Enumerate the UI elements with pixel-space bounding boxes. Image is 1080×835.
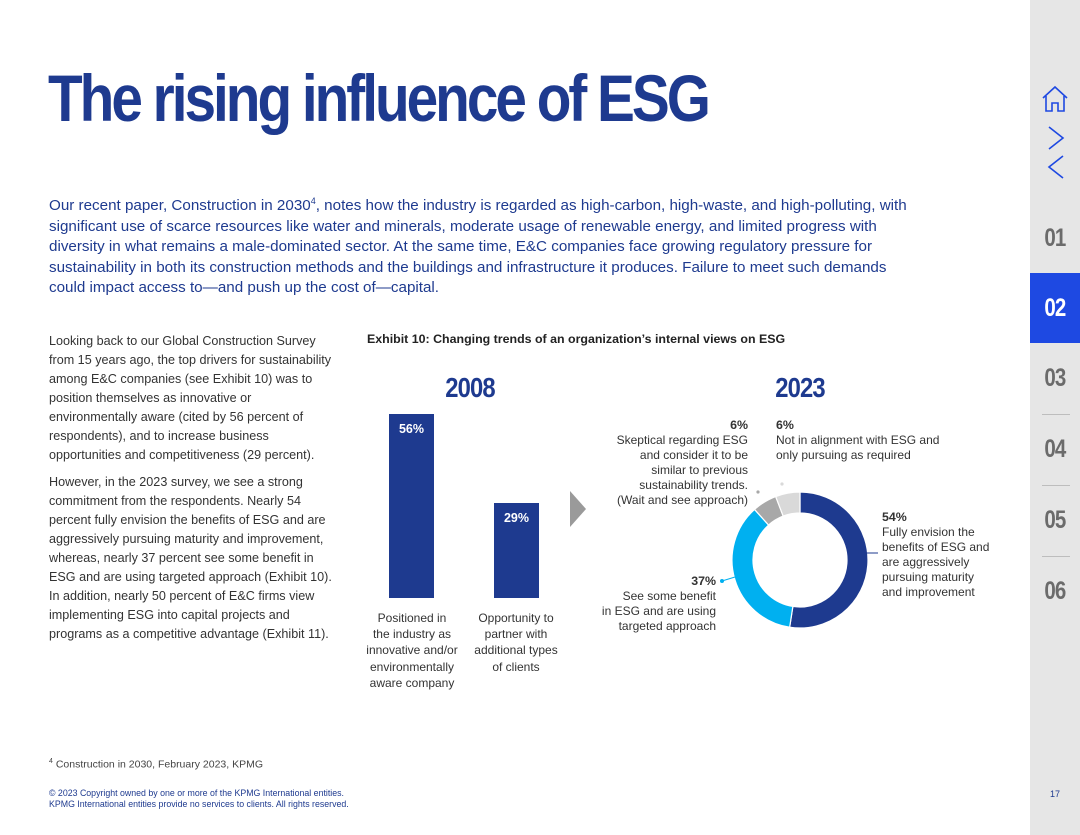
annotation-line: are aggressively (882, 555, 970, 569)
section-tab-03[interactable]: 03 (1030, 343, 1080, 413)
annotation-percent: 6% (730, 418, 748, 432)
intro-paragraph: Our recent paper, Construction in 20304,… (49, 191, 909, 299)
bar-value-label: 56% (398, 422, 425, 436)
category-label-line: partner with (484, 627, 548, 642)
category-label-line: additional types (474, 643, 558, 658)
annotation-54: 54% Fully envision the benefits of ESG a… (882, 510, 1002, 600)
annotation-percent: 54% (882, 510, 907, 524)
section-tab-label: 03 (1044, 363, 1066, 392)
section-tab-04[interactable]: 04 (1030, 414, 1080, 484)
donut-chart-2023 (731, 491, 869, 629)
category-label-line: Opportunity to (478, 611, 554, 625)
annotation-line: benefits of ESG and (882, 540, 990, 554)
annotation-line: targeted approach (618, 619, 716, 633)
body-paragraph-2: However, in the 2023 survey, we see a st… (49, 475, 332, 641)
section-tab-label: 01 (1044, 223, 1066, 252)
annotation-6-not-aligned: 6% Not in alignment with ESG and only pu… (776, 418, 966, 463)
footnote-text: Construction in 2030, February 2023, KPM… (55, 758, 264, 771)
category-label-line: innovative and/or (366, 643, 458, 658)
section-sidebar (1030, 0, 1080, 835)
exhibit-title: Exhibit 10: Changing trends of an organi… (367, 332, 786, 346)
slice-fully-envision (788, 491, 869, 629)
section-tab-label: 06 (1044, 576, 1066, 605)
annotation-line: sustainability trends. (639, 478, 748, 492)
chevron-right-icon[interactable] (1039, 124, 1071, 154)
annotation-line: pursuing maturity (882, 570, 975, 584)
footnote-marker: 4 (49, 758, 53, 765)
section-tab-06[interactable]: 06 (1030, 556, 1080, 626)
annotation-line: in ESG and are using (601, 604, 716, 618)
body-paragraph-1: Looking back to our Global Construction … (49, 334, 332, 462)
bar-positioned-innovative: 56% (389, 414, 434, 598)
page: The rising influence of ESG Our recent p… (48, 61, 1002, 810)
chevron-left-icon[interactable] (1039, 153, 1071, 183)
body-column: Looking back to our Global Construction … (49, 332, 334, 652)
section-tab-label: 04 (1044, 434, 1066, 463)
arrow-right-icon (570, 491, 586, 527)
slice-not-aligned (774, 491, 801, 517)
bar-value-label: 29% (503, 510, 530, 525)
section-divider (1042, 485, 1070, 486)
year-2008-heading: 2008 (445, 372, 495, 403)
annotation-percent: 6% (776, 418, 794, 432)
category-label-line: the industry as (372, 627, 452, 642)
intro-text-a: Our recent paper, Construction in 2030 (49, 197, 311, 215)
section-tab-label: 02 (1044, 293, 1066, 322)
category-label-line: environmentally (369, 659, 455, 674)
category-label-line: of clients (492, 659, 540, 674)
page-number: 17 (1050, 789, 1061, 799)
section-divider (1042, 414, 1070, 415)
annotation-line: and improvement (882, 585, 975, 599)
category-label-1: Positioned in the industry as innovative… (356, 610, 468, 691)
annotation-line: See some benefit (622, 589, 716, 603)
section-tab-05[interactable]: 05 (1030, 485, 1080, 555)
home-icon[interactable] (1039, 84, 1071, 114)
bar-opportunity-partner: 29% (494, 502, 539, 598)
category-label-line: aware company (369, 675, 455, 690)
copyright-line-1: © 2023 Copyright owned by one or more of… (49, 788, 344, 798)
annotation-line: Fully envision the (882, 525, 975, 539)
category-label-2: Opportunity to partner with additional t… (466, 610, 566, 675)
annotation-percent: 37% (691, 574, 716, 588)
section-tab-01[interactable]: 01 (1030, 203, 1080, 273)
annotation-line: similar to previous (651, 463, 748, 477)
section-divider (1042, 556, 1070, 557)
intro-text-b: , notes how the industry is regarded as … (49, 197, 907, 297)
intro-footnote-ref[interactable]: 4 (310, 196, 316, 206)
copyright: © 2023 Copyright owned by one or more of… (49, 788, 349, 810)
section-tab-label: 05 (1044, 505, 1066, 534)
annotation-37: 37% See some benefit in ESG and are usin… (596, 574, 716, 634)
slice-some-benefit (731, 508, 794, 628)
category-label-line: Positioned in (377, 611, 447, 625)
section-tab-02[interactable]: 02 (1030, 273, 1080, 343)
annotation-line: (Wait and see approach) (617, 493, 748, 507)
annotation-line: Not in alignment with ESG and (776, 433, 940, 447)
copyright-line-2: KPMG International entities provide no s… (49, 799, 349, 809)
footnote: 4 Construction in 2030, February 2023, K… (49, 758, 263, 771)
annotation-line: only pursuing as required (776, 448, 911, 462)
year-2023-heading: 2023 (775, 372, 825, 403)
page-title: The rising influence of ESG (48, 61, 711, 135)
annotation-line: and consider it to be (639, 448, 748, 462)
annotation-6-skeptical: 6% Skeptical regarding ESG and consider … (596, 418, 748, 508)
annotation-line: Skeptical regarding ESG (616, 433, 748, 447)
